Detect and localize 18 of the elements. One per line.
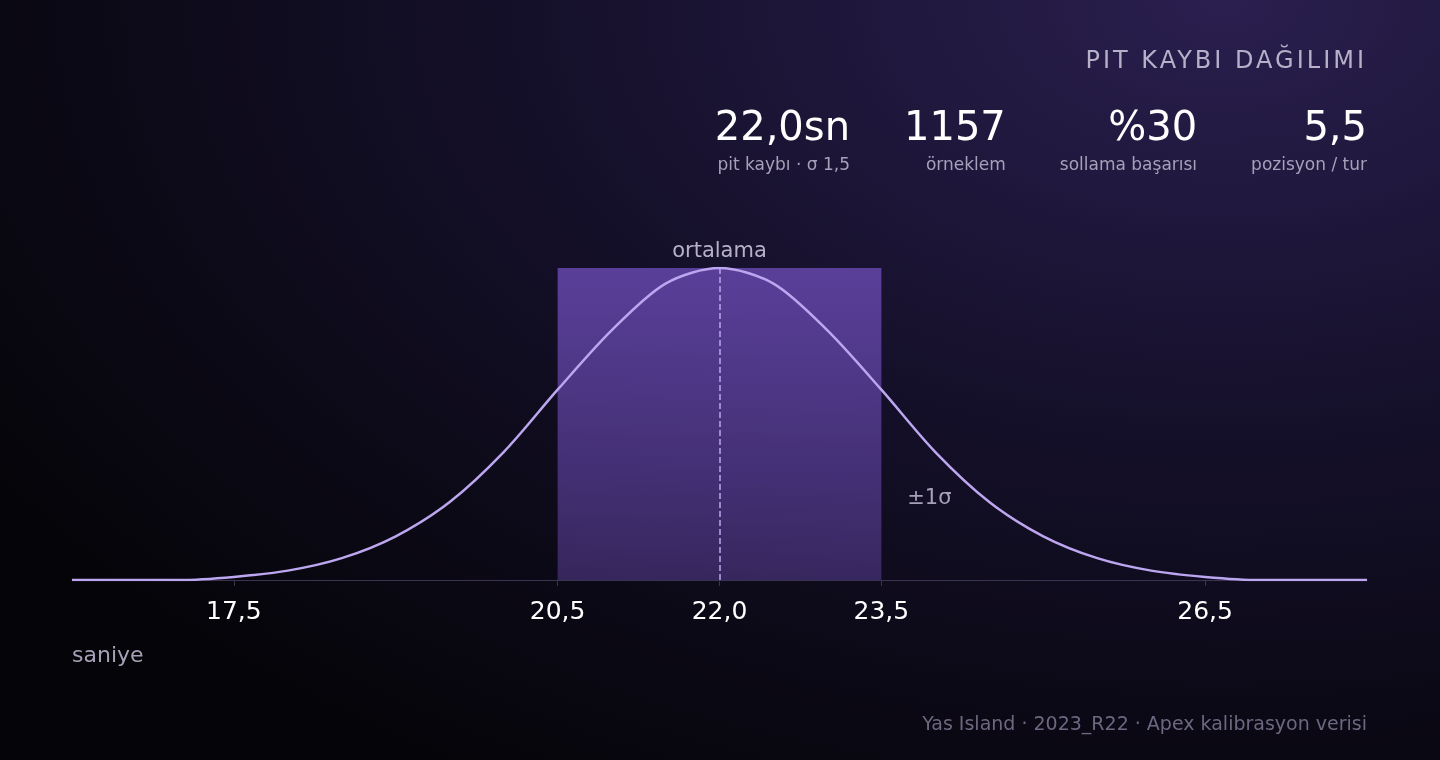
- text: 5,5: [1302, 102, 1367, 150]
- x-tick-label: 26,5: [1177, 596, 1233, 625]
- text: %30: [1107, 102, 1198, 150]
- x-tick-label: 17,5: [206, 596, 262, 625]
- ref-line-label: ortalama: [672, 237, 767, 262]
- x-tick-label: 20,5: [529, 596, 586, 625]
- chart-title: PIT KAYBI DAĞILIMI: [1085, 46, 1367, 74]
- text: pozisyon / tur: [1251, 154, 1367, 174]
- band-label: ±1σ: [907, 484, 952, 509]
- text: pit kaybı · σ 1,5: [716, 154, 851, 174]
- text: 1157: [904, 102, 1006, 150]
- x-tick-label: 22,0: [691, 596, 748, 625]
- text: 22,0sn: [714, 102, 851, 150]
- text: Yas Island · 2023_R22 · Apex kalibrasyon verisi: [922, 712, 1367, 734]
- x-axis-title: saniye: [72, 642, 144, 667]
- text: sollama başarısı: [1059, 154, 1198, 174]
- x-tick-label: 23,5: [853, 596, 910, 625]
- text: örneklem: [924, 154, 1006, 174]
